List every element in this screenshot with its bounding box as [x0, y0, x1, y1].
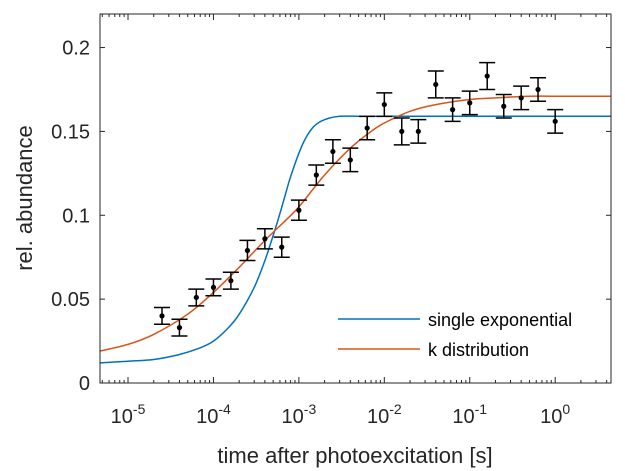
data-point-19	[479, 61, 496, 91]
data-point-3	[205, 278, 222, 297]
data-point-6	[256, 227, 273, 250]
y-tick-label: 0	[79, 373, 90, 395]
x-tick-label-base: 10	[452, 406, 474, 428]
data-marker	[433, 81, 439, 88]
plot-area-frame	[99, 13, 612, 384]
x-tick-label: 10-4	[196, 401, 231, 428]
x-tick-label-base: 10	[282, 406, 304, 428]
data-marker	[330, 148, 336, 155]
data-marker	[244, 247, 251, 254]
data-point-23	[547, 108, 564, 134]
data-point-15	[410, 118, 427, 144]
data-marker	[296, 207, 302, 213]
data-point-8	[290, 199, 307, 222]
data-point-17	[444, 97, 461, 123]
y-axis-title: rel. abundance	[12, 125, 37, 271]
data-marker	[159, 313, 165, 319]
x-tick-label-base: 10	[367, 406, 389, 428]
data-point-1	[171, 318, 188, 337]
legend-label-k-distribution: k distribution	[428, 340, 529, 360]
data-marker	[364, 125, 370, 131]
x-tick-label-exponent: -5	[133, 401, 146, 417]
data-point-11	[342, 147, 359, 173]
data-marker	[347, 157, 353, 163]
data-marker	[279, 244, 285, 250]
data-point-14	[393, 117, 410, 146]
y-tick-label: 0.15	[51, 121, 90, 143]
axis-ticks	[100, 14, 611, 384]
x-tick-label: 100	[540, 401, 570, 428]
x-tick-label-exponent: -1	[475, 401, 488, 417]
data-point-4	[222, 271, 239, 290]
data-marker	[535, 86, 541, 93]
data-marker	[228, 278, 234, 284]
x-axis-title: time after photoexcitation [s]	[217, 443, 492, 468]
data-point-20	[495, 93, 512, 119]
data-marker	[176, 325, 183, 331]
x-tick-label: 10-5	[111, 401, 146, 428]
data-marker	[262, 236, 268, 242]
data-marker	[450, 107, 456, 113]
data-marker	[313, 172, 319, 178]
data-point-12	[359, 115, 376, 141]
data-marker	[381, 101, 387, 108]
data-point-21	[513, 85, 530, 111]
x-tick-label-exponent: -4	[218, 401, 231, 417]
x-tick-label: 10-1	[452, 401, 487, 428]
data-point-5	[239, 239, 256, 262]
x-tick-label: 10-2	[367, 401, 402, 428]
data-point-16	[427, 70, 444, 99]
y-tick-label: 0.1	[62, 205, 90, 227]
x-tick-label-exponent: -2	[389, 401, 402, 417]
data-marker	[484, 73, 490, 79]
data-point-13	[376, 92, 393, 118]
curve-k-distribution	[100, 95, 611, 352]
data-point-22	[530, 76, 547, 102]
data-point-7	[273, 236, 290, 258]
x-tick-label-exponent: 0	[562, 401, 570, 417]
y-tick-labels: 0 0.05 0.1 0.15 0.2	[51, 38, 90, 395]
x-tick-label-base: 10	[540, 406, 562, 428]
legend-label-single-exponential: single exponential	[428, 310, 572, 330]
data-marker	[415, 128, 421, 135]
data-marker	[518, 95, 524, 101]
data-point-18	[461, 90, 478, 116]
x-tick-label-base: 10	[111, 406, 133, 428]
data-marker	[399, 128, 405, 135]
y-tick-label: 0.05	[51, 289, 90, 311]
legend: single exponential k distribution	[338, 310, 572, 360]
data-marker	[552, 118, 558, 124]
data-point-2	[188, 288, 205, 307]
data-points	[154, 61, 564, 337]
data-point-9	[308, 164, 325, 186]
x-tick-label-exponent: -3	[304, 401, 317, 417]
data-marker	[501, 103, 507, 109]
data-marker	[467, 100, 473, 106]
x-tick-labels: 10-5 10-4 10-3 10-2 10-1 100	[111, 401, 571, 428]
data-marker	[210, 284, 217, 290]
data-point-10	[324, 139, 341, 165]
x-tick-label: 10-3	[282, 401, 317, 428]
y-tick-label: 0.2	[62, 38, 90, 60]
data-point-0	[154, 306, 171, 326]
x-tick-label-base: 10	[196, 406, 218, 428]
data-marker	[193, 294, 199, 301]
